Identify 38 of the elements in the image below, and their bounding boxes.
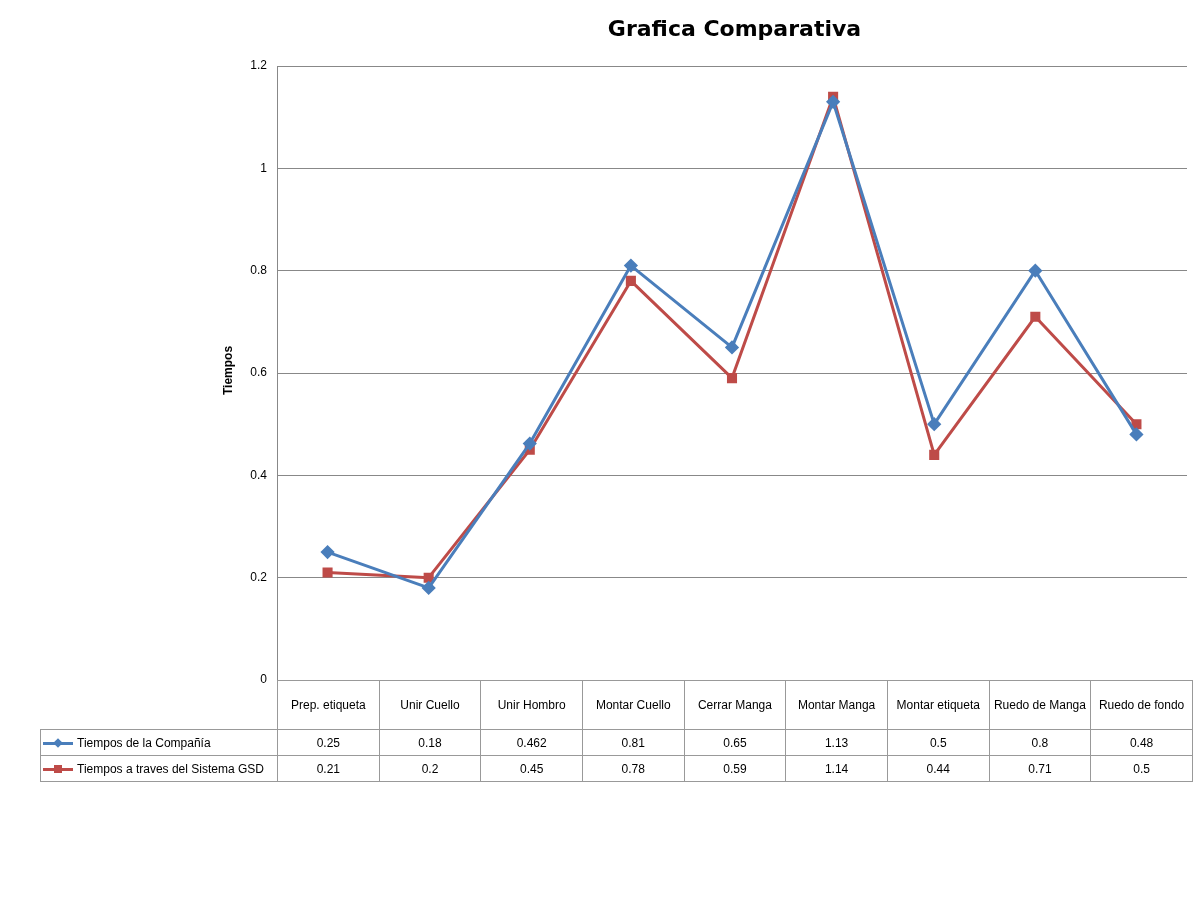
x-tick-label: Prep. etiqueta bbox=[277, 680, 380, 730]
data-label: 1.14 bbox=[785, 755, 888, 782]
x-tick-label: Montar Manga bbox=[785, 680, 888, 730]
data-label: 0.5 bbox=[1090, 755, 1193, 782]
x-tick-label: Montar etiqueta bbox=[887, 680, 990, 730]
data-label: 0.5 bbox=[887, 729, 990, 756]
data-label: 0.44 bbox=[887, 755, 990, 782]
y-tick-label: 0.2 bbox=[250, 569, 268, 584]
chart-title: Grafica Comparativa bbox=[606, 16, 863, 41]
data-label: 0.2 bbox=[379, 755, 481, 782]
x-tick-label: Montar Cuello bbox=[582, 680, 685, 730]
data-label: 0.8 bbox=[989, 729, 1091, 756]
data-label: 0.45 bbox=[480, 755, 583, 782]
data-label: 0.18 bbox=[379, 729, 481, 756]
data-label: 0.59 bbox=[684, 755, 786, 782]
data-label: 1.13 bbox=[785, 729, 888, 756]
data-label: 0.25 bbox=[277, 729, 380, 756]
x-tick-label: Cerrar Manga bbox=[684, 680, 786, 730]
x-tick-label: Ruedo de Manga bbox=[989, 680, 1091, 730]
x-tick-label: Ruedo de fondo bbox=[1090, 680, 1193, 730]
y-tick-label: 0.6 bbox=[250, 365, 268, 380]
data-label: 0.65 bbox=[684, 729, 786, 756]
y-tick-label: 0.4 bbox=[250, 467, 268, 482]
y-tick-label: 1 bbox=[260, 160, 268, 175]
y-tick-label: 0 bbox=[260, 672, 268, 687]
x-tick-label: Unir Cuello bbox=[379, 680, 481, 730]
data-label: 0.21 bbox=[277, 755, 380, 782]
legend-label: Tiempos a traves del Sistema GSD bbox=[40, 755, 278, 782]
data-label: 0.78 bbox=[582, 755, 685, 782]
y-axis-title: Tiempos bbox=[221, 345, 235, 395]
data-label: 0.81 bbox=[582, 729, 685, 756]
data-label: 0.48 bbox=[1090, 729, 1193, 756]
data-label: 0.71 bbox=[989, 755, 1091, 782]
x-tick-label: Unir Hombro bbox=[480, 680, 583, 730]
y-tick-label: 0.8 bbox=[250, 262, 268, 277]
legend-label: Tiempos de la Compañía bbox=[40, 729, 278, 756]
data-label: 0.462 bbox=[480, 729, 583, 756]
y-tick-label: 1.2 bbox=[250, 58, 268, 73]
